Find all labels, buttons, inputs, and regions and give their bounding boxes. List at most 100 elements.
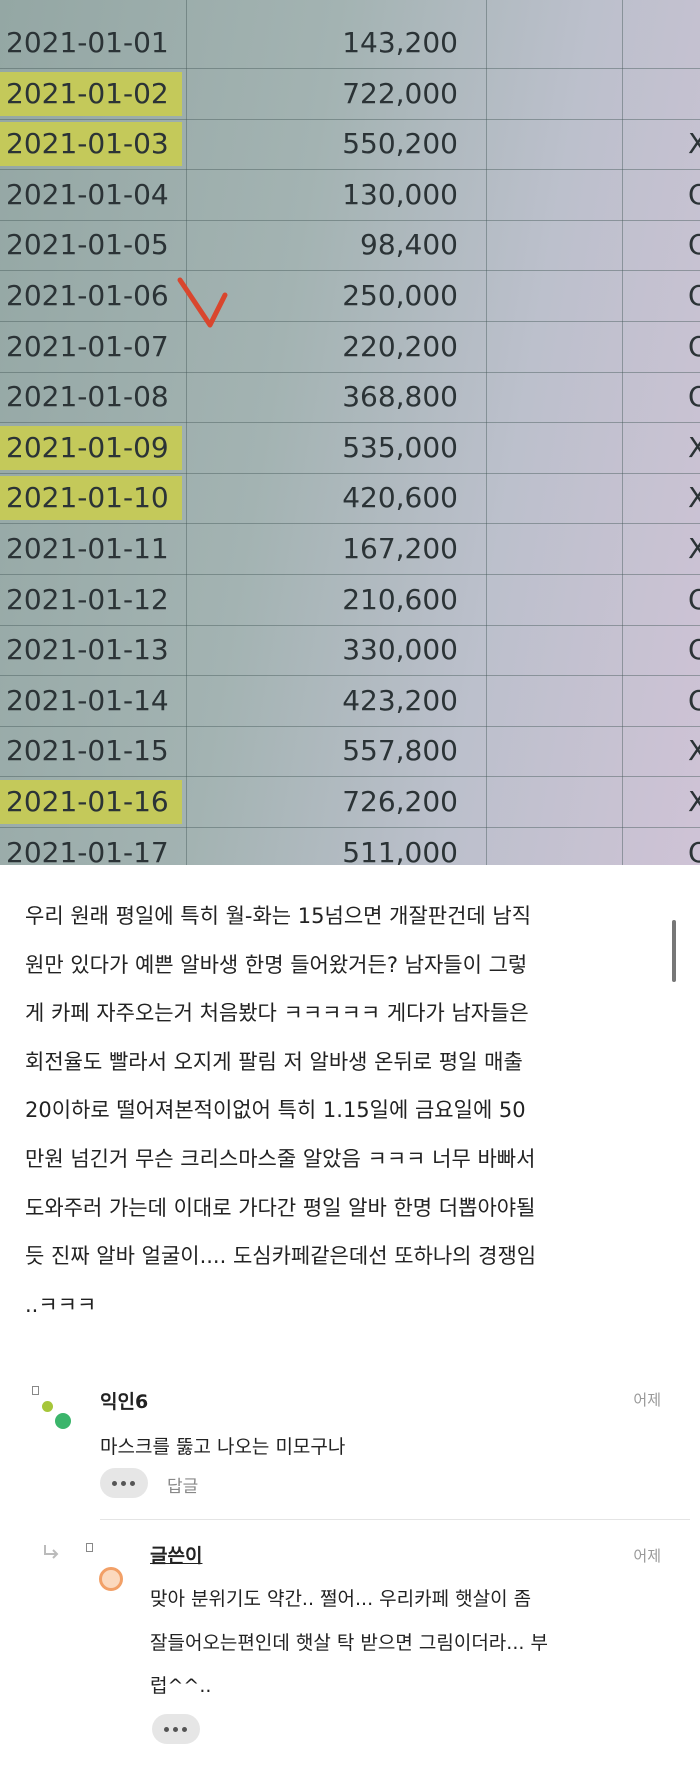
sheet-row: 2021-01-08 368,800 O (0, 372, 700, 424)
amount-cell: 550,200 (342, 127, 458, 161)
date-cell: 2021-01-17 (6, 835, 169, 865)
date-cell: 2021-01-11 (6, 532, 169, 565)
flag-cell: X (688, 785, 700, 818)
post-line: ..ㅋㅋㅋ (25, 1292, 97, 1317)
sheet-row: 2021-01-10 420,600 X (0, 473, 700, 525)
cell-highlight (0, 122, 182, 167)
sheet-row: 2021-01-09 535,000 X (0, 423, 700, 474)
flag-cell: O (688, 380, 700, 414)
post-line: 우리 원래 평일에 특히 월-화는 15넘으면 개잘판건데 남직 (25, 904, 532, 928)
username: 익인6 (100, 1391, 149, 1413)
reply-button[interactable]: 답글 (167, 1477, 199, 1497)
amount-cell: 98,400 (360, 228, 458, 262)
amount-cell: 511,000 (342, 835, 458, 865)
sheet-row: 2021-01-05 98,400 O (0, 220, 700, 272)
date-cell: 2021-01-08 (6, 380, 169, 414)
flag-cell: O (688, 835, 700, 865)
post-line: 게 카페 자주오는거 처음봤다 ㅋㅋㅋㅋㅋ 게다가 남자들은 (25, 1001, 529, 1026)
reply-arrow (44, 1545, 59, 1559)
scrollbar (672, 920, 676, 982)
sheet-row: 2021-01-16 726,200 X (0, 777, 700, 828)
more-button[interactable] (100, 1468, 148, 1498)
avatar-dot (42, 1401, 53, 1412)
cell-highlight (0, 425, 182, 470)
amount-cell: 722,000 (342, 76, 458, 110)
flag-cell: X (688, 430, 700, 464)
cell-highlight (0, 71, 182, 116)
date-cell: 2021-01-15 (6, 734, 169, 768)
date-cell: 2021-01-04 (6, 177, 169, 211)
date-cell: 2021-01-02 (6, 76, 169, 110)
username[interactable]: 글쓴이 (150, 1545, 203, 1567)
sheet-row: 2021-01-11 167,200 X (0, 524, 700, 575)
flag-cell: X (688, 481, 700, 515)
timestamp: 어제 (633, 1547, 661, 1565)
amount-cell: 368,800 (342, 380, 458, 414)
sheet-row: 2021-01-17 511,000 O (0, 828, 700, 865)
comment-line: 럽^^.. (150, 1675, 212, 1697)
flag-cell: X (688, 127, 700, 161)
sheet-row: 2021-01-13 330,000 O (0, 625, 700, 677)
post-line: 20이하로 떨어져본적이없어 특히 1.15일에 금요일에 50 (25, 1098, 526, 1123)
cell-highlight (0, 476, 182, 521)
sheet-row: 2021-01-01 143,200 (0, 18, 700, 69)
timestamp: 어제 (633, 1391, 661, 1409)
post-line: 도와주러 가는데 이대로 가다간 평일 알바 한명 더뽑아야될 (25, 1195, 536, 1220)
icon (86, 1543, 93, 1552)
comment-line: 맞아 분위기도 약간.. 쩔어... 우리카페 햇살이 좀 (150, 1588, 532, 1610)
amount-cell: 423,200 (342, 683, 458, 717)
post-line: 듯 진짜 알바 얼굴이.... 도심카페같은데선 또하나의 경쟁임 (25, 1244, 537, 1269)
flag-cell: O (688, 177, 700, 211)
amount-cell: 167,200 (342, 532, 458, 565)
spreadsheet-photo: 2021-01-01 143,200 2021-01-02 722,000 2021-0… (0, 0, 700, 865)
flag-cell: O (688, 329, 700, 363)
post-line: 회전율도 빨라서 오지게 팔림 저 알바생 온뒤로 평일 매출 (25, 1049, 523, 1074)
amount-cell: 143,200 (342, 26, 458, 59)
date-cell: 2021-01-16 (6, 785, 169, 818)
flag-cell: X (688, 532, 700, 565)
sheet-row: 2021-01-12 210,600 O (0, 575, 700, 626)
amount-cell: 420,600 (342, 481, 458, 515)
amount-cell: 220,200 (342, 329, 458, 363)
date-cell: 2021-01-13 (6, 633, 169, 667)
post-line: 만원 넘긴거 무슨 크리스마스줄 알았음 ㅋㅋㅋ 너무 바빠서 (25, 1147, 536, 1171)
sheet-row: 2021-01-02 722,000 (0, 69, 700, 120)
amount-cell: 557,800 (342, 734, 458, 768)
column-line (486, 0, 487, 865)
post-line: 원만 있다가 예쁜 알바생 한명 들어왔거든? 남자들이 그렇 (25, 952, 528, 977)
comment-line: 마스크를 뚫고 나오는 미모구나 (100, 1436, 346, 1458)
amount-cell: 535,000 (342, 430, 458, 464)
flag-cell: O (688, 582, 700, 616)
icon (32, 1386, 39, 1395)
divider (100, 1519, 690, 1520)
date-cell: 2021-01-07 (6, 329, 169, 363)
column-line (186, 0, 187, 865)
amount-cell: 250,000 (342, 279, 458, 312)
check-mark (177, 277, 228, 328)
date-cell: 2021-01-14 (6, 683, 169, 717)
avatar (99, 1567, 123, 1591)
red-check (177, 277, 228, 328)
amount-cell: 130,000 (342, 177, 458, 211)
sheet-row: 2021-01-03 550,200 X (0, 119, 700, 171)
date-cell: 2021-01-03 (6, 127, 169, 161)
flag-cell: O (688, 633, 700, 667)
flag-cell: O (688, 683, 700, 717)
more-button[interactable] (152, 1714, 200, 1744)
avatar-dot (55, 1413, 71, 1429)
flag-cell: O (688, 228, 700, 262)
amount-cell: 726,200 (342, 785, 458, 818)
date-cell: 2021-01-06 (6, 279, 169, 312)
flag-cell: X (688, 734, 700, 768)
sheet-row: 2021-01-15 557,800 X (0, 726, 700, 778)
amount-cell: 330,000 (342, 633, 458, 667)
sheet-row: 2021-01-07 220,200 O (0, 322, 700, 373)
amount-cell: 210,600 (342, 582, 458, 616)
cell-highlight (0, 780, 182, 824)
flag-cell: O (688, 279, 700, 312)
comment-line: 잘들어오는편인데 햇살 탁 받으면 그림이더라... 부 (150, 1631, 548, 1654)
sheet-row: 2021-01-04 130,000 O (0, 170, 700, 221)
sheet-row: 2021-01-14 423,200 O (0, 676, 700, 727)
date-cell: 2021-01-09 (6, 430, 169, 464)
